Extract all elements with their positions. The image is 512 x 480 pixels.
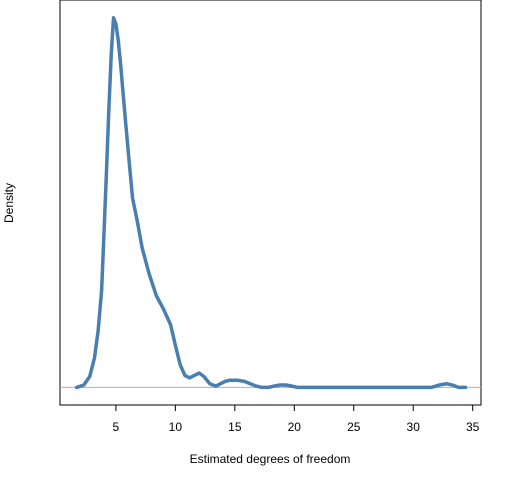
x-tick-label: 30: [407, 420, 421, 434]
x-tick-label: 5: [113, 420, 120, 434]
density-series-line: [74, 16, 468, 390]
plot-frame: [59, 0, 482, 406]
x-tick-label: 25: [347, 420, 361, 434]
y-axis-title: Density: [2, 183, 16, 223]
x-tick-label: 10: [169, 420, 183, 434]
x-tick-label: 20: [288, 420, 302, 434]
x-axis-title: Estimated degrees of freedom: [190, 452, 351, 466]
x-tick-label: 35: [466, 420, 480, 434]
x-axis: 5 10 15 20 25 30 35: [113, 404, 480, 434]
x-tick-label: 15: [228, 420, 242, 434]
